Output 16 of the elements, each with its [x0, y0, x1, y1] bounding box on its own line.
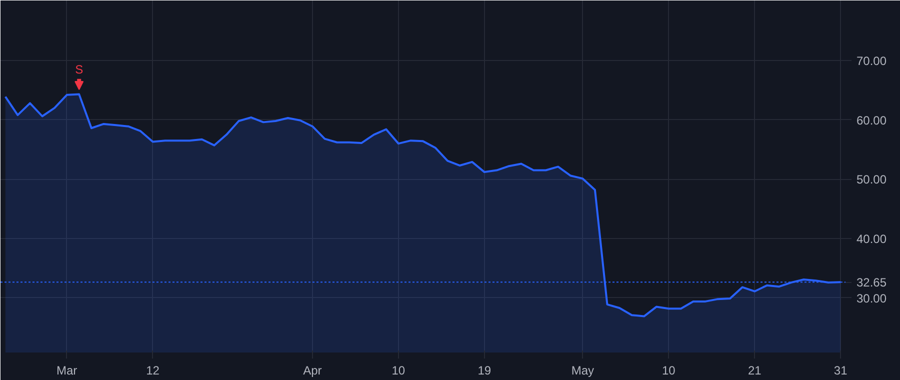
x-tick-label: 10	[392, 364, 406, 378]
annotation: S	[75, 62, 84, 76]
y-tick-label: 40.00	[856, 232, 887, 246]
x-tick-label: 10	[662, 364, 676, 378]
y-tick-label: 60.00	[856, 113, 887, 128]
x-tick-label: 21	[748, 364, 762, 378]
y-tick-label: 50.00	[856, 172, 887, 187]
x-tick-label: 19	[478, 364, 492, 378]
ref-line-label: 32.65	[856, 276, 887, 290]
x-tick-label: 12	[146, 364, 160, 378]
x-tick-label: May	[571, 364, 594, 378]
y-tick-label: 70.00	[856, 54, 887, 68]
x-tick-label: Apr	[303, 364, 322, 378]
x-tick-label: Mar	[56, 364, 78, 378]
x-tick-label: 31	[834, 364, 848, 378]
y-tick-label: 30.00	[856, 291, 887, 306]
